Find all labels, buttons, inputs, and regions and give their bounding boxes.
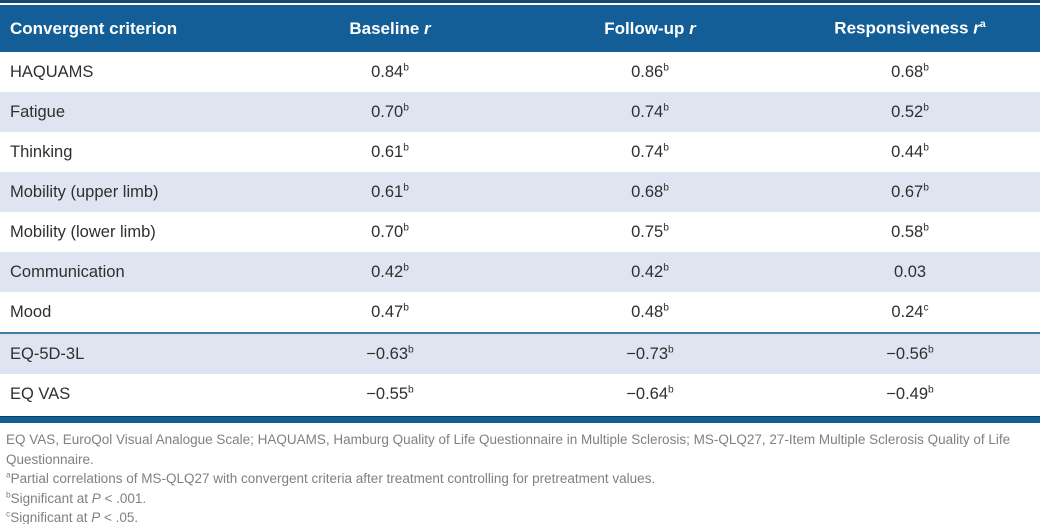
column-header-baseline: Baseline r [260, 5, 520, 52]
table-row: Thinking 0.61b 0.74b 0.44b [0, 132, 1040, 172]
criterion-cell: EQ VAS [10, 384, 71, 403]
value-cell: 0.52b [780, 92, 1040, 132]
value-cell: 0.61b [260, 172, 520, 212]
table-footnotes: EQ VAS, EuroQol Visual Analogue Scale; H… [0, 423, 1040, 524]
value-cell: 0.68b [520, 172, 780, 212]
value-cell: 0.47b [371, 302, 409, 321]
table-row: Communication 0.42b 0.42b 0.03 [0, 252, 1040, 292]
table-header: Convergent criterion Baseline r Follow-up … [0, 5, 1040, 52]
value-cell: 0.67b [780, 172, 1040, 212]
table-header-row: Convergent criterion Baseline r Follow-up … [0, 5, 1040, 52]
value-cell: 0.86b [631, 62, 669, 81]
value-cell: 0.58b [891, 222, 929, 241]
value-cell: −0.49b [886, 384, 934, 403]
footnote-line: bSignificant at P < .001. [6, 489, 147, 506]
table-row: Mobility (lower limb) 0.70b 0.75b 0.58b [0, 212, 1040, 252]
criterion-cell: Communication [0, 252, 260, 292]
criterion-cell: Mobility (lower limb) [10, 222, 156, 241]
table-body: HAQUAMS 0.84b 0.86b 0.68b Fatigue 0.70b 0.74b 0… [0, 52, 1040, 414]
value-cell: 0.74b [520, 92, 780, 132]
value-cell: −0.56b [780, 332, 1040, 374]
table-top-rule [0, 0, 1040, 3]
value-cell: 0.68b [891, 62, 929, 81]
footnote-line: aPartial correlations of MS-QLQ27 with c… [6, 469, 656, 486]
value-cell: 0.42b [260, 252, 520, 292]
criterion-cell: Thinking [10, 142, 73, 161]
table-row: Fatigue 0.70b 0.74b 0.52b [0, 92, 1040, 132]
table-row: EQ VAS −0.55b −0.64b −0.49b [0, 374, 1040, 414]
value-cell: 0.44b [891, 142, 929, 161]
column-header-criterion: Convergent criterion [0, 5, 260, 52]
value-cell: −0.63b [260, 332, 520, 374]
value-cell: 0.70b [371, 222, 409, 241]
criterion-cell: Mood [10, 302, 52, 321]
value-cell: 0.24c [891, 302, 929, 321]
value-cell: 0.84b [371, 62, 409, 81]
footnote-line: EQ VAS, EuroQol Visual Analogue Scale; H… [6, 432, 1011, 467]
convergent-validity-table: Convergent criterion Baseline r Follow-up … [0, 5, 1040, 414]
value-cell: −0.55b [366, 384, 414, 403]
table-row: Mobility (upper limb) 0.61b 0.68b 0.67b [0, 172, 1040, 212]
value-cell: 0.61b [371, 142, 409, 161]
value-cell: 0.03 [780, 252, 1040, 292]
table-bottom-rule [0, 416, 1040, 423]
table-row: HAQUAMS 0.84b 0.86b 0.68b [0, 52, 1040, 92]
value-cell: −0.64b [626, 384, 674, 403]
value-cell: 0.48b [631, 302, 669, 321]
criterion-cell: Fatigue [0, 92, 260, 132]
value-cell: 0.42b [520, 252, 780, 292]
column-header-responsiveness: Responsiveness ra [780, 5, 1040, 52]
value-cell: 0.75b [631, 222, 669, 241]
value-cell: 0.70b [260, 92, 520, 132]
value-cell: 0.74b [631, 142, 669, 161]
table-row: EQ-5D-3L −0.63b −0.73b −0.56b [0, 332, 1040, 374]
value-cell: −0.73b [520, 332, 780, 374]
table-row: Mood 0.47b 0.48b 0.24c [0, 292, 1040, 333]
criterion-cell: Mobility (upper limb) [0, 172, 260, 212]
footnote-line: cSignificant at P < .05. [6, 508, 139, 524]
column-header-followup: Follow-up r [520, 5, 780, 52]
criterion-cell: HAQUAMS [10, 62, 94, 81]
criterion-cell: EQ-5D-3L [0, 332, 260, 374]
